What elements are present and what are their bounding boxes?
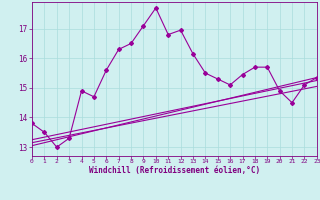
X-axis label: Windchill (Refroidissement éolien,°C): Windchill (Refroidissement éolien,°C) (89, 166, 260, 175)
